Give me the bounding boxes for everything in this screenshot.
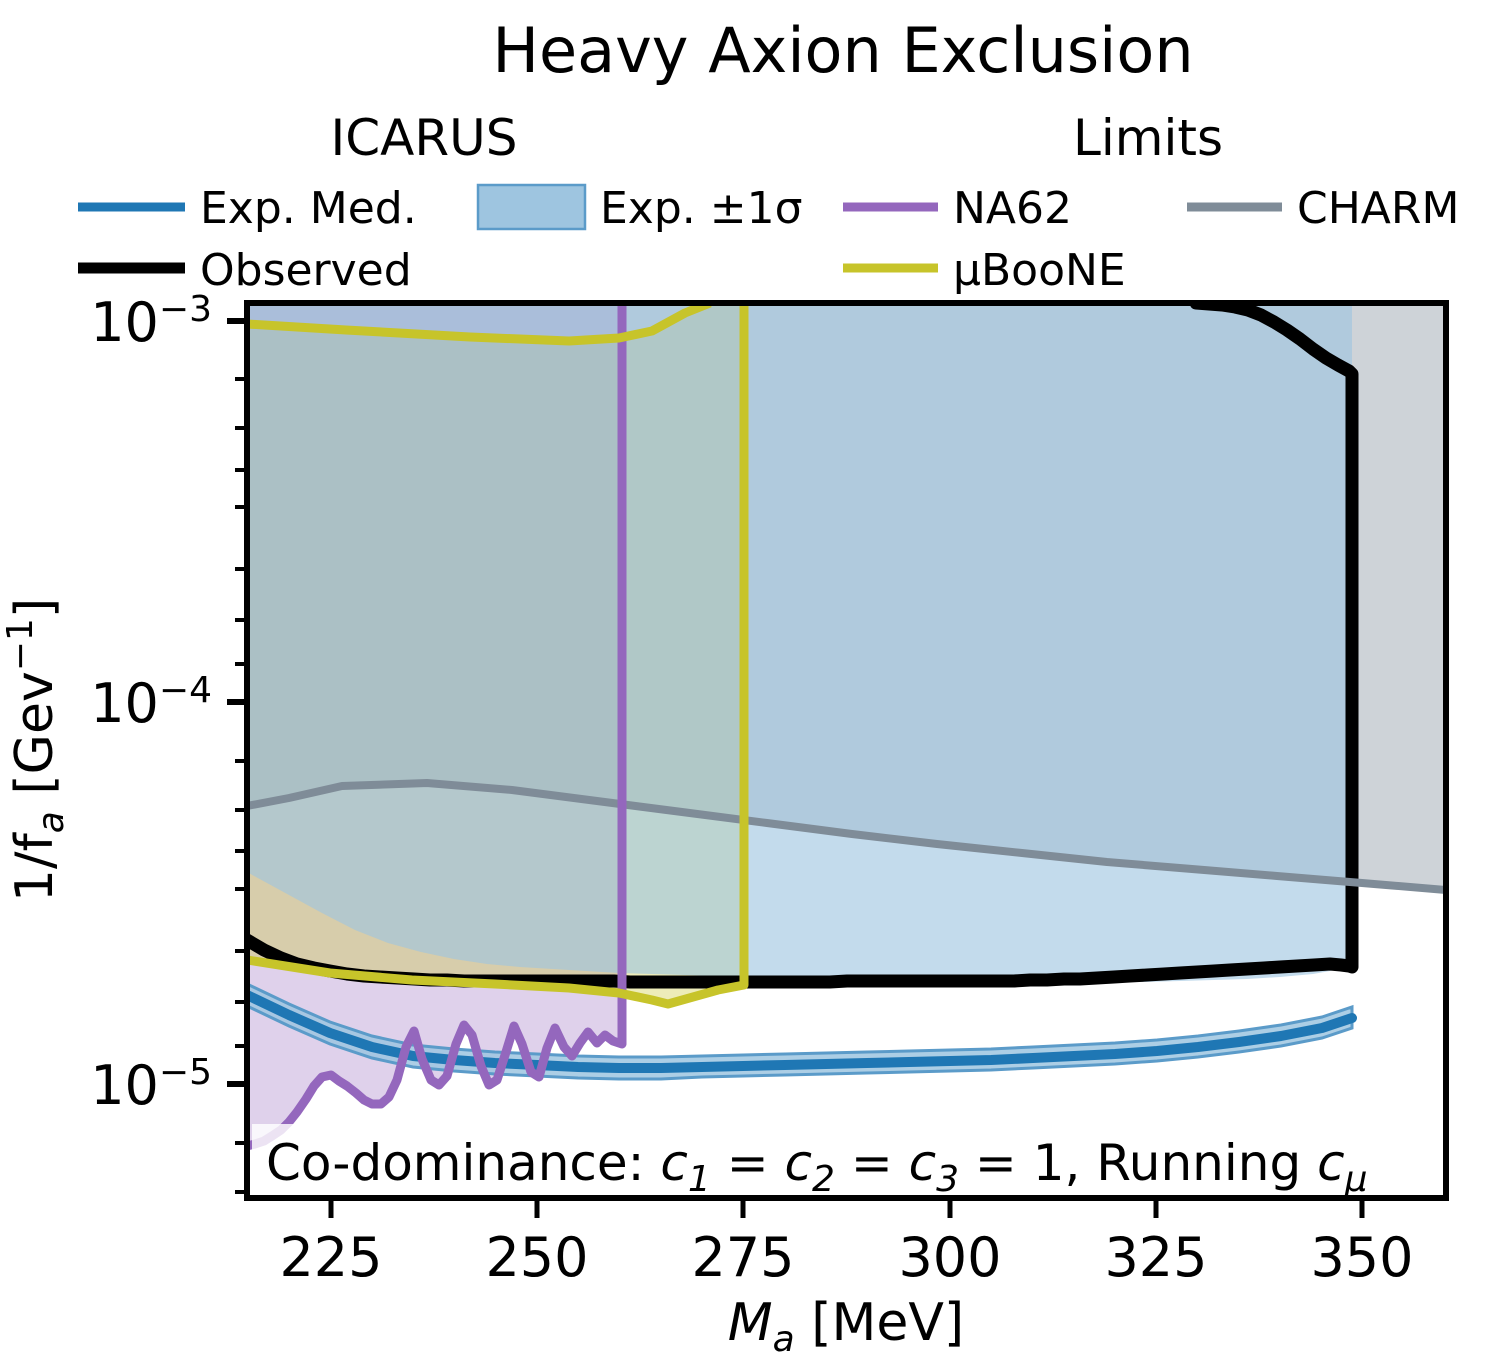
annotation-cmu-sub: μ [1344, 1159, 1368, 1200]
annotation-running: Running [1096, 1134, 1317, 1192]
legend-item-observed[interactable]: Observed [78, 245, 412, 296]
legend-item-exp-med[interactable]: Exp. Med. [78, 183, 417, 234]
legend-label-uboone: μBooNE [953, 245, 1126, 296]
y-axis-label-close: ] [5, 598, 65, 618]
y-tick-base-1e-3: 10 [90, 291, 159, 354]
y-axis-label: 1/fa [Gev−1] [0, 598, 72, 902]
legend-label-na62: NA62 [953, 183, 1072, 234]
annotation-c1: c [660, 1134, 688, 1192]
curve-uboone [247, 303, 712, 346]
legend-label-observed: Observed [200, 245, 412, 296]
y-tick-exp-1e-3: −3 [159, 289, 212, 330]
legend-group-title-limits: Limits [1073, 109, 1223, 167]
annotation-cmu: c [1317, 1134, 1345, 1192]
annotation-box [252, 1124, 1441, 1194]
x-tick-label-225: 225 [279, 1226, 382, 1289]
legend-label-charm: CHARM [1297, 183, 1459, 234]
curve-charm [247, 779, 1446, 894]
legend-item-na62[interactable]: NA62 [843, 183, 1072, 234]
annotation-eq1: = [711, 1134, 785, 1192]
y-tick-exp-1e-5: −5 [159, 1052, 212, 1093]
axes-frame [244, 300, 1449, 1201]
curve-na62 [247, 303, 627, 1151]
x-tick-label-250: 250 [485, 1226, 588, 1289]
legend-swatch-patch-exp-1sigma [476, 183, 587, 231]
curve-exp-median [247, 990, 1357, 1073]
annotation-c2: c [785, 1134, 813, 1192]
region-icarus-exp-band [247, 303, 1352, 982]
plot-area [247, 303, 1446, 1151]
y-tick-base-1e-5: 10 [90, 1054, 159, 1117]
x-tick-label-300: 300 [898, 1226, 1001, 1289]
legend-item-exp-1sigma[interactable]: Exp. ±1σ [476, 183, 803, 234]
y-axis-label-unit: [Gev [5, 671, 65, 811]
legend-label-exp-med: Exp. Med. [200, 183, 417, 234]
y-tick-label-1e-3: 10−3 [90, 289, 212, 355]
y-axis-label-pre: 1/f [5, 832, 65, 903]
annotation-c1-sub: 1 [688, 1159, 711, 1200]
y-axis-label-exp: −1 [0, 618, 41, 671]
x-axis-label: Ma [MeV] [728, 1293, 964, 1360]
x-tick-label-325: 325 [1104, 1226, 1207, 1289]
annotation-eq2: = [835, 1134, 909, 1192]
annotation-c2-sub: 2 [812, 1159, 835, 1200]
annotation-c3: c [909, 1134, 937, 1192]
curve-uboone-right-edge [247, 303, 749, 1009]
annotation-text: Co-dominance: c1 = c2 = c3 = 1, Running … [266, 1134, 1367, 1200]
legend-item-charm[interactable]: CHARM [1187, 183, 1459, 234]
y-tick-exp-1e-4: −4 [159, 670, 212, 711]
y-tick-base-1e-4: 10 [90, 672, 159, 735]
x-axis-label-sub: a [773, 1319, 795, 1360]
chart-title: Heavy Axion Exclusion [492, 14, 1193, 87]
legend-group-title-icarus: ICARUS [331, 109, 518, 167]
legend-item-uboone[interactable]: μBooNE [843, 245, 1126, 296]
y-tick-label-1e-5: 10−5 [90, 1052, 212, 1118]
y-axis-ticks: 10−3 10−4 10−5 [90, 289, 247, 1194]
y-axis-label-sub: a [31, 811, 72, 833]
annotation-value: = 1, [959, 1134, 1096, 1192]
y-tick-label-1e-4: 10−4 [90, 670, 212, 736]
x-axis-label-main: M [728, 1293, 773, 1353]
x-axis-ticks: 225 250 275 300 325 350 [279, 1198, 1414, 1289]
annotation-c3-sub: 3 [936, 1159, 959, 1200]
legend-label-exp-1sigma: Exp. ±1σ [600, 183, 803, 234]
x-tick-label-350: 350 [1310, 1226, 1413, 1289]
x-axis-label-unit: [MeV] [795, 1293, 965, 1353]
x-tick-label-275: 275 [691, 1226, 794, 1289]
annotation-prefix: Co-dominance: [266, 1134, 660, 1192]
